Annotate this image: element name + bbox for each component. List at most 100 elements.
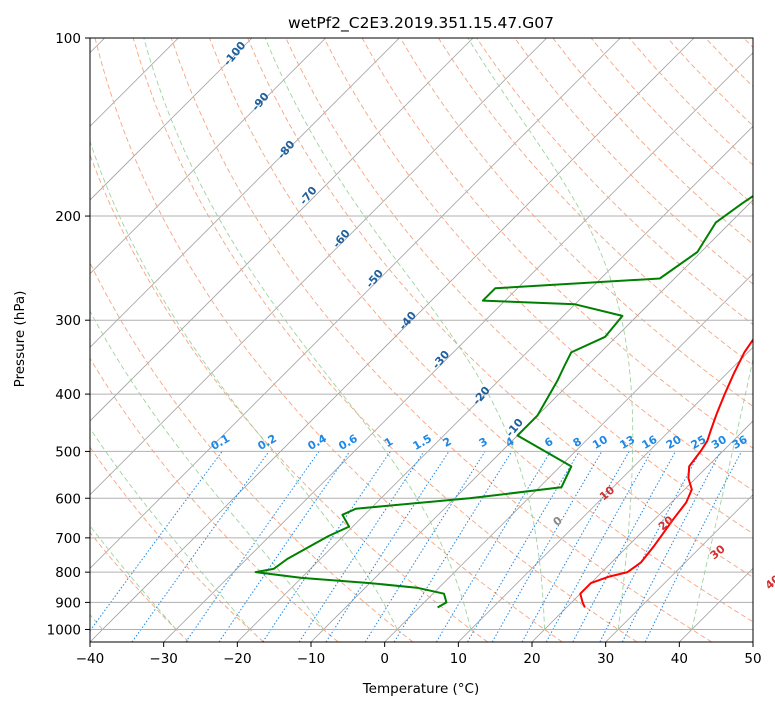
moist-adiabat-label: -90 xyxy=(249,90,272,114)
y-tick-label: 200 xyxy=(55,209,81,225)
temperature-line xyxy=(579,338,753,608)
mixing-ratio-label: 1 xyxy=(382,435,395,450)
isotherm-line xyxy=(310,199,753,642)
moist-adiabat-label: -30 xyxy=(430,348,453,372)
dry-adiabat-line xyxy=(90,357,339,642)
moist-adiabat-label: -40 xyxy=(396,309,419,333)
mixing-ratio-label: 16 xyxy=(640,433,660,452)
isotherm-line xyxy=(90,38,253,201)
isotherm-line xyxy=(458,346,753,642)
dry-adiabat-line xyxy=(590,38,753,206)
y-tick-label: 800 xyxy=(55,565,81,581)
mixing-ratio-line xyxy=(262,451,391,642)
moist-adiabat-line xyxy=(90,140,398,630)
x-axis-label: Temperature (°C) xyxy=(362,681,480,697)
isotherm-line xyxy=(90,38,474,422)
moist-adiabat-label: -60 xyxy=(330,227,353,251)
y-tick-label: 300 xyxy=(55,313,81,329)
mixing-ratio-label: 0.2 xyxy=(256,432,279,453)
y-tick-label: 600 xyxy=(55,491,81,507)
isotherm-line xyxy=(90,38,547,496)
moist-adiabat-label: -20 xyxy=(470,384,493,408)
x-tick-label: −10 xyxy=(297,651,326,667)
mixing-ratio-line xyxy=(393,451,513,642)
dry-adiabat-line xyxy=(90,531,190,642)
mixing-ratio-line xyxy=(521,451,630,642)
isotherm-line xyxy=(90,38,326,275)
x-tick-label: 20 xyxy=(523,651,540,667)
dry-adiabat-line xyxy=(438,38,753,366)
mixing-ratio-line xyxy=(644,451,742,642)
dry-adiabat-line xyxy=(209,38,753,623)
mixing-ratio-line xyxy=(325,451,450,642)
isotherm-line xyxy=(531,420,753,642)
moist-adiabat-label: -100 xyxy=(221,39,249,69)
dry-adiabat-line xyxy=(552,38,753,245)
y-axis-label: Pressure (hPa) xyxy=(12,291,28,388)
background-lines xyxy=(90,38,753,642)
mixing-ratio-label: 2 xyxy=(441,435,454,450)
isotherm-line xyxy=(384,273,753,642)
mixing-ratio-label: 13 xyxy=(618,433,638,452)
isotherm-line xyxy=(679,567,753,642)
mixing-ratio-line xyxy=(218,451,351,642)
y-tick-label: 700 xyxy=(55,531,81,547)
moist-adiabat-line xyxy=(467,38,634,630)
y-tick-label: 1000 xyxy=(47,622,81,638)
isotherm-line xyxy=(752,641,753,642)
mixing-ratio-label: 0.1 xyxy=(209,432,232,453)
moist-adiabat-label: -50 xyxy=(363,267,386,291)
dry-adiabat-label: 0 xyxy=(551,514,565,529)
x-tick-label: 30 xyxy=(597,651,614,667)
moist-adiabat-line xyxy=(264,38,545,630)
dry-adiabat-line xyxy=(94,38,563,642)
x-tick-label: 10 xyxy=(450,651,467,667)
mixing-ratio-label: 20 xyxy=(664,433,684,452)
moist-adiabat-line xyxy=(90,310,324,630)
mixing-ratio-label: 25 xyxy=(689,433,709,452)
x-tick-label: 50 xyxy=(744,651,761,667)
dry-adiabat-line xyxy=(90,446,264,642)
mixing-ratio-label: 0.4 xyxy=(306,432,330,453)
dry-adiabat-line xyxy=(323,38,753,492)
mixing-ratio-label: 30 xyxy=(709,433,729,452)
mixing-ratio-label: 8 xyxy=(571,435,584,450)
y-axis-ticks: 100 200 300 400 500 600 700 800 900 1000 xyxy=(47,31,90,638)
isotherm-line xyxy=(90,38,400,348)
sounding-profiles xyxy=(254,194,753,609)
plot-frame xyxy=(89,37,754,643)
moist-adiabat-line xyxy=(143,38,472,630)
isotherm-line xyxy=(237,125,753,642)
y-tick-label: 500 xyxy=(55,444,81,460)
grid-lines xyxy=(90,37,753,630)
x-tick-label: 40 xyxy=(671,651,688,667)
mixing-ratio-line xyxy=(364,451,486,642)
moist-adiabat-label: -80 xyxy=(275,138,298,162)
dewpoint-line xyxy=(254,194,753,609)
dry-adiabat-label: 40 xyxy=(763,572,775,592)
mixing-ratio-line xyxy=(298,451,425,642)
x-tick-label: −20 xyxy=(223,651,252,667)
mixing-ratio-line xyxy=(621,451,722,642)
mixing-ratio-label: 1.5 xyxy=(411,432,434,453)
mixing-ratio-label: 6 xyxy=(542,435,555,450)
isotherm-line xyxy=(605,494,753,642)
mixing-ratio-line xyxy=(572,451,676,642)
moist-adiabat-line xyxy=(90,427,251,630)
dry-adiabat-label: 30 xyxy=(708,542,728,562)
x-tick-label: 0 xyxy=(380,651,389,667)
dry-adiabat-line xyxy=(132,38,638,642)
mixing-ratio-line xyxy=(131,451,270,642)
dry-adiabat-line xyxy=(514,38,753,285)
y-tick-label: 100 xyxy=(55,31,81,47)
mixing-ratio-line xyxy=(545,451,652,642)
dry-adiabat-line xyxy=(90,153,488,642)
mixing-ratio-label: 3 xyxy=(477,435,490,450)
y-tick-label: 400 xyxy=(55,387,81,403)
x-tick-label: −30 xyxy=(149,651,178,667)
x-tick-label: −40 xyxy=(76,651,105,667)
mixing-ratio-line xyxy=(90,451,223,632)
dry-adiabat-line xyxy=(170,38,712,642)
dry-adiabat-line xyxy=(285,38,753,535)
